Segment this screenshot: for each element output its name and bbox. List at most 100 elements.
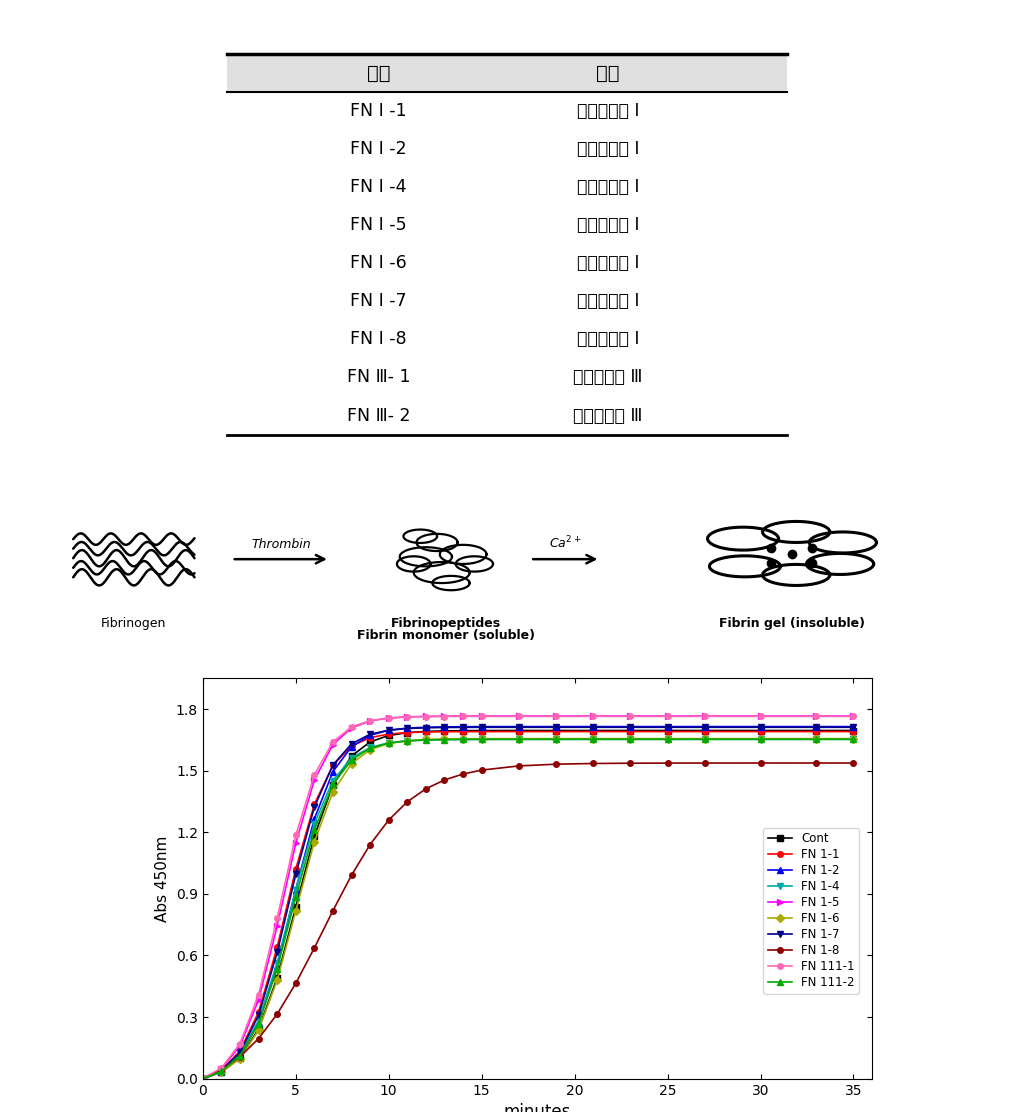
FN 1-7	[346, 737, 358, 751]
FN 111-2	[476, 733, 488, 746]
FN 1-8	[754, 756, 767, 770]
FN 1-2	[271, 959, 283, 972]
FN 1-4	[550, 733, 562, 746]
FN 1-1	[382, 727, 394, 741]
Cont	[402, 726, 414, 739]
FN 111-1	[513, 709, 525, 723]
FN 1-6	[382, 737, 394, 751]
Line: FN 1-7: FN 1-7	[200, 725, 856, 1081]
FN 111-1	[661, 709, 673, 723]
FN 111-2	[234, 1049, 246, 1062]
FN 111-2	[327, 777, 339, 791]
FN 1-6	[476, 732, 488, 745]
FN 1-1	[810, 725, 822, 738]
FN 1-2	[457, 721, 469, 734]
FN 1-1	[625, 725, 637, 738]
FN 1-6	[234, 1052, 246, 1065]
FN 1-2	[476, 719, 488, 733]
FN 1-5	[550, 709, 562, 723]
FN 111-2	[587, 733, 599, 746]
FN 1-4	[327, 774, 339, 787]
FN 111-2	[513, 733, 525, 746]
FN 111-1	[197, 1072, 209, 1085]
Text: Fibrin gel (insoluble): Fibrin gel (insoluble)	[719, 617, 865, 631]
FN 1-7	[308, 801, 320, 814]
FN 1-1	[550, 725, 562, 738]
FN 1-4	[290, 883, 302, 896]
Cont	[754, 724, 767, 737]
FN 1-1	[402, 726, 414, 739]
FN 111-1	[271, 912, 283, 925]
Text: FN Ⅰ -2: FN Ⅰ -2	[350, 140, 407, 158]
FN 1-4	[754, 733, 767, 746]
FN 1-8	[382, 813, 394, 826]
FN 111-2	[346, 753, 358, 766]
FN 1-2	[550, 719, 562, 733]
FN 111-1	[457, 709, 469, 723]
FN 1-8	[476, 764, 488, 777]
FN 1-6	[661, 732, 673, 745]
FN 111-2	[290, 891, 302, 904]
FN 1-2	[661, 719, 673, 733]
FN 1-6	[290, 904, 302, 917]
Cont	[699, 724, 711, 737]
FN 1-5	[661, 709, 673, 723]
FN 1-7	[438, 721, 450, 734]
FN 111-2	[364, 742, 376, 755]
FN 1-1	[215, 1063, 227, 1076]
FN 1-2	[420, 721, 432, 734]
Cont	[308, 830, 320, 843]
FN 1-5	[234, 1040, 246, 1053]
FN 1-7	[382, 724, 394, 737]
Cont	[420, 725, 432, 738]
FN 111-2	[848, 733, 860, 746]
FN 111-2	[457, 733, 469, 746]
FN 1-8	[457, 767, 469, 781]
FN 1-4	[364, 741, 376, 754]
FN 1-5	[215, 1062, 227, 1075]
FN 111-2	[197, 1072, 209, 1085]
FN 1-6	[810, 732, 822, 745]
FN 1-5	[197, 1072, 209, 1085]
FN 1-5	[252, 993, 265, 1006]
FN 1-1	[699, 725, 711, 738]
FN 1-2	[308, 812, 320, 825]
FN 111-1	[290, 828, 302, 842]
FN 1-1	[197, 1072, 209, 1085]
FN 1-7	[420, 721, 432, 734]
FN 1-4	[252, 1014, 265, 1027]
FN 1-5	[364, 714, 376, 727]
FN 1-4	[699, 733, 711, 746]
FN 111-1	[308, 768, 320, 782]
FN 111-1	[476, 709, 488, 723]
FN 1-2	[215, 1065, 227, 1079]
FN 111-1	[420, 709, 432, 723]
FN 111-1	[382, 712, 394, 725]
FN 1-4	[308, 817, 320, 831]
FN 1-6	[550, 732, 562, 745]
FN 1-8	[438, 773, 450, 786]
FN 1-4	[625, 733, 637, 746]
FN 1-4	[457, 733, 469, 746]
FN 1-6	[625, 732, 637, 745]
FN 1-5	[271, 920, 283, 933]
FN 1-6	[402, 734, 414, 747]
Cont	[290, 901, 302, 914]
FN 111-2	[215, 1065, 227, 1079]
FN 1-5	[327, 738, 339, 752]
Text: FN Ⅲ- 2: FN Ⅲ- 2	[347, 407, 410, 425]
FN 111-2	[550, 733, 562, 746]
FN 111-1	[215, 1061, 227, 1074]
FN 111-1	[234, 1037, 246, 1051]
Text: 피브로낙팀 Ⅰ: 피브로낙팀 Ⅰ	[577, 140, 639, 158]
FN 1-5	[625, 709, 637, 723]
FN 1-2	[234, 1049, 246, 1062]
Cont	[215, 1065, 227, 1079]
FN 1-1	[457, 725, 469, 738]
FN 111-1	[364, 714, 376, 727]
FN 1-6	[271, 973, 283, 986]
FN 1-4	[215, 1064, 227, 1078]
FN 1-7	[476, 721, 488, 734]
FN 1-7	[587, 721, 599, 734]
Text: FN Ⅲ- 1: FN Ⅲ- 1	[347, 368, 410, 387]
